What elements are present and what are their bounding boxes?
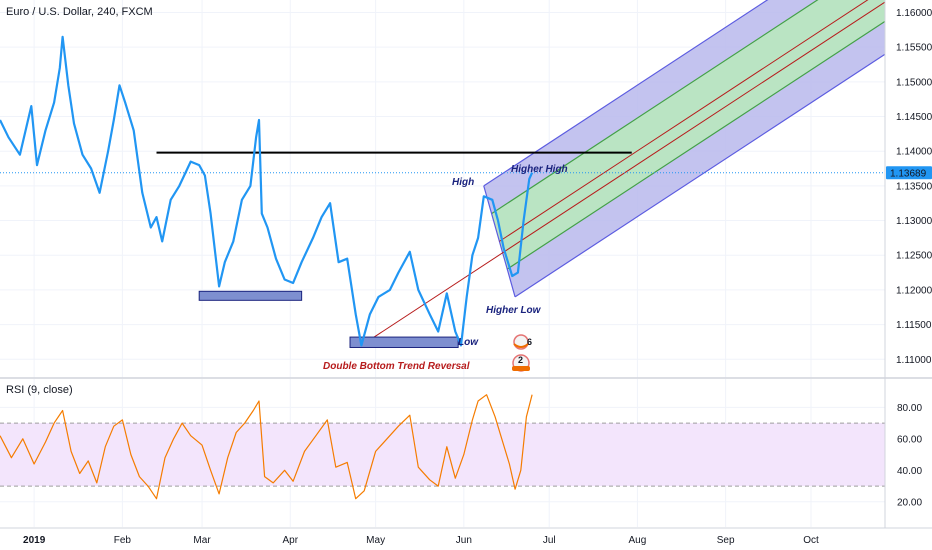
price-axis[interactable]: 1.16000 1.15500 1.15000 1.14500 1.14000 1.135…: [896, 8, 932, 366]
price-tick-label: 1.11500: [896, 320, 932, 331]
price-tick-label: 1.13000: [896, 216, 932, 227]
rsi-tick-label: 20.00: [897, 497, 922, 508]
rsi-title[interactable]: RSI (9, close): [6, 384, 73, 396]
price-tick-label: 1.14500: [896, 112, 932, 123]
pitchfork-channel: [483, 0, 886, 298]
price-tick-label: 1.15000: [896, 77, 932, 88]
support-box: [349, 336, 459, 348]
last-price-label: 1.13689: [890, 168, 927, 179]
annotation-higher-low: Higher Low: [486, 305, 542, 316]
price-tick-label: 1.14000: [896, 147, 932, 158]
price-tick-label: 1.12500: [896, 251, 932, 262]
time-tick-label: Jul: [543, 535, 556, 546]
event-icon-bar: [512, 366, 530, 371]
time-axis[interactable]: 2019 Feb Mar Apr May Jun Jul Aug Sep Oct: [23, 535, 819, 546]
price-tick-label: 1.12000: [896, 285, 932, 296]
event-icon-arc: [513, 343, 529, 348]
price-tick-label: 1.11000: [896, 355, 932, 366]
rsi-tick-label: 60.00: [897, 434, 922, 445]
annotation-low: Low: [458, 337, 479, 348]
price-tick-label: 1.13500: [896, 181, 932, 192]
chart-title[interactable]: Euro / U.S. Dollar, 240, FXCM: [6, 6, 153, 18]
time-tick-label: May: [366, 535, 385, 546]
price-grid: [0, 0, 885, 378]
annotation-pattern: Double Bottom Trend Reversal: [323, 361, 470, 372]
annotation-high: High: [452, 177, 474, 188]
rsi-tick-label: 80.00: [897, 403, 922, 414]
rsi-series-line: [0, 394, 533, 500]
event-count-2: 2: [518, 355, 523, 365]
event-badge-1[interactable]: 6: [513, 334, 532, 350]
pitchfork-inner-fill: [491, 0, 885, 270]
price-tick-label: 1.16000: [896, 8, 932, 19]
rsi-tick-label: 40.00: [897, 466, 922, 477]
pitchfork-lower-line: [514, 53, 886, 298]
trend-line: [361, 1, 886, 346]
annotation-higher-high: Higher High: [511, 164, 568, 175]
rsi-band: [0, 423, 885, 487]
pitchfork-median-line: [499, 0, 869, 242]
event-count-1: 6: [527, 337, 532, 347]
time-tick-label: 2019: [23, 535, 46, 546]
last-price-badge: [886, 166, 932, 180]
time-tick-label: Jun: [456, 535, 472, 546]
time-tick-label: Mar: [193, 535, 211, 546]
time-tick-label: Feb: [114, 535, 132, 546]
price-tick-label: 1.15500: [896, 43, 932, 54]
pitchfork-inner-lower-line: [506, 20, 886, 270]
time-tick-label: Oct: [803, 535, 819, 546]
support-box: [198, 290, 303, 301]
pitchfork-inner-upper-line: [491, 0, 819, 215]
event-badge-2[interactable]: 2: [512, 354, 530, 372]
support-boxes: [198, 290, 459, 348]
rsi-axis[interactable]: 80.00 60.00 40.00 20.00: [897, 403, 922, 508]
pitchfork-upper-line: [483, 0, 769, 187]
time-tick-label: Sep: [717, 535, 735, 546]
time-tick-label: Apr: [282, 535, 298, 546]
price-series-line: [0, 35, 534, 347]
time-tick-label: Aug: [629, 535, 647, 546]
